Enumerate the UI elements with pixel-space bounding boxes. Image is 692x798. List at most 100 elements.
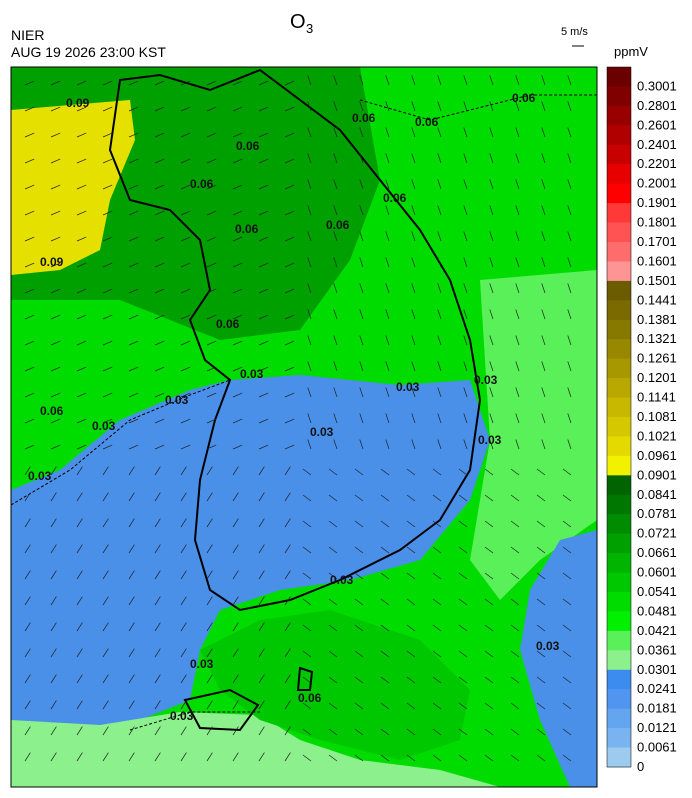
wind-arrow bbox=[359, 127, 364, 138]
wind-arrow bbox=[24, 366, 35, 372]
wind-arrow bbox=[102, 700, 109, 710]
wind-arrow bbox=[232, 674, 239, 684]
wind-arrow bbox=[432, 572, 442, 580]
wind-arrow bbox=[541, 101, 546, 112]
contour-label: 0.03 bbox=[190, 657, 214, 671]
wind-arrow bbox=[380, 494, 390, 502]
wind-arrow bbox=[128, 596, 135, 606]
wind-arrow bbox=[380, 754, 390, 762]
wind-arrow bbox=[307, 179, 312, 190]
colorbar-cell bbox=[607, 105, 631, 126]
wind-arrow bbox=[258, 674, 265, 684]
wind-arrow bbox=[562, 754, 572, 762]
wind-arrow bbox=[50, 262, 61, 268]
wind-arrow bbox=[437, 413, 442, 424]
wind-arrow bbox=[333, 153, 338, 164]
colorbar-label: 0.1321 bbox=[637, 331, 677, 346]
wind-arrow bbox=[206, 674, 213, 684]
colorbar-cell bbox=[607, 572, 631, 593]
wind-arrow bbox=[102, 392, 113, 398]
wind-arrow bbox=[333, 439, 338, 450]
wind-arrow bbox=[154, 596, 161, 606]
wind-arrow bbox=[567, 257, 572, 268]
wind-arrow bbox=[128, 184, 139, 190]
wind-arrow bbox=[232, 210, 243, 216]
colorbar-cell bbox=[607, 125, 631, 146]
map: 0.09 0.06 0.06 0.06 0.06 0.06 0.06 0.06 … bbox=[11, 67, 597, 787]
wind-arrow bbox=[302, 572, 312, 580]
colorbar-cell bbox=[607, 728, 631, 749]
wind-arrow bbox=[206, 314, 217, 320]
wind-arrow bbox=[180, 752, 187, 762]
yellow-zone bbox=[11, 100, 135, 275]
blue-zone bbox=[11, 375, 490, 730]
wind-arrow bbox=[541, 205, 546, 216]
wind-arrow bbox=[154, 752, 161, 762]
wind-arrow bbox=[432, 702, 442, 710]
wind-arrow bbox=[515, 361, 520, 372]
timestamp: AUG 19 2026 23:00 KST bbox=[11, 44, 166, 60]
wind-arrow bbox=[284, 622, 291, 632]
wind-arrow bbox=[102, 444, 113, 450]
wind-arrow bbox=[567, 101, 572, 112]
wind-arrow bbox=[437, 231, 442, 242]
wind-arrow bbox=[76, 518, 83, 528]
wind-arrow bbox=[206, 80, 217, 86]
wind-arrow bbox=[567, 231, 572, 242]
wind-arrow bbox=[284, 366, 295, 372]
wind-arrow bbox=[515, 309, 520, 320]
wind-arrow bbox=[328, 728, 338, 736]
colorbar-label: 0.3001 bbox=[637, 78, 677, 93]
wind-arrow bbox=[463, 439, 468, 450]
wind-arrow bbox=[180, 288, 191, 294]
wind-arrow bbox=[180, 570, 187, 580]
wind-arrow bbox=[328, 572, 338, 580]
colorbar-label: 0.1081 bbox=[637, 409, 677, 424]
wind-arrow bbox=[232, 492, 239, 502]
wind-arrow bbox=[154, 314, 165, 320]
wind-arrow bbox=[50, 314, 61, 320]
wind-arrow bbox=[359, 75, 364, 86]
wind-arrow bbox=[463, 413, 468, 424]
colorbar-cell bbox=[607, 339, 631, 360]
wind-arrow bbox=[302, 494, 312, 502]
wind-arrow bbox=[128, 492, 135, 502]
wind-arrow bbox=[510, 598, 520, 606]
wind-arrow bbox=[180, 392, 191, 398]
wind-arrow bbox=[406, 598, 416, 606]
colorbar-cell bbox=[607, 144, 631, 165]
wind-arrow bbox=[406, 494, 416, 502]
colorbar-cell bbox=[607, 669, 631, 690]
colorbar-cell bbox=[607, 708, 631, 729]
wind-arrow bbox=[50, 674, 57, 684]
wind-arrow bbox=[432, 598, 442, 606]
wind-arrow bbox=[284, 544, 291, 554]
wind-arrow bbox=[359, 361, 364, 372]
wind-arrow bbox=[102, 726, 109, 736]
wind-arrow bbox=[328, 520, 338, 528]
contour-label: 0.06 bbox=[352, 111, 376, 125]
wind-arrow bbox=[232, 596, 239, 606]
wind-arrow bbox=[128, 466, 135, 476]
wind-arrow bbox=[232, 752, 239, 762]
wind-arrow bbox=[180, 106, 191, 112]
wind-arrow bbox=[432, 546, 442, 554]
wind-arrow bbox=[562, 676, 572, 684]
colorbar-label: 0.0421 bbox=[637, 623, 677, 638]
wind-arrow bbox=[484, 624, 494, 632]
wind-arrow bbox=[489, 413, 494, 424]
wind-arrow bbox=[536, 728, 546, 736]
wind-arrow bbox=[307, 153, 312, 164]
contour-label: 0.03 bbox=[240, 367, 264, 381]
wind-arrow bbox=[180, 184, 191, 190]
wind-arrow bbox=[328, 702, 338, 710]
legend-unit: ppmV bbox=[614, 44, 648, 59]
wind-arrow bbox=[128, 418, 139, 424]
wind-arrow bbox=[437, 439, 442, 450]
wind-arrow bbox=[102, 184, 113, 190]
wind-arrow bbox=[463, 257, 468, 268]
wind-arrow bbox=[128, 106, 139, 112]
wind-arrow bbox=[458, 754, 468, 762]
wind-arrow bbox=[24, 158, 35, 164]
wind-arrow bbox=[385, 413, 390, 424]
